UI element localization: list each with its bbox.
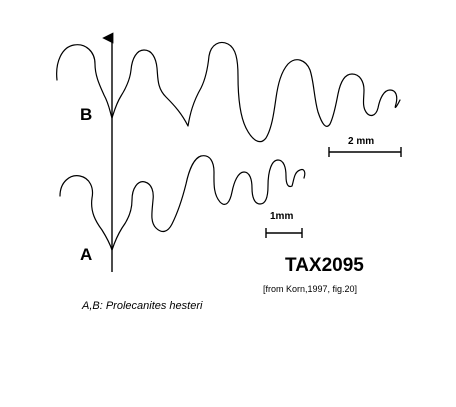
suture-line-a: [59, 155, 306, 251]
suture-line-b: [56, 41, 401, 143]
specimen-code: TAX2095: [285, 255, 364, 276]
scale-bar-1mm: [265, 228, 303, 238]
scale-bar-2mm: [328, 147, 402, 157]
scale-label-1mm: 1mm: [270, 211, 294, 222]
suture-label-a: A: [80, 245, 93, 264]
figure-caption: A,B: Prolecanites hesteri: [82, 300, 203, 312]
suture-label-b: B: [80, 105, 93, 124]
source-citation: [from Korn,1997, fig.20]: [263, 284, 358, 294]
scale-label-2mm: 2 mm: [348, 136, 375, 147]
